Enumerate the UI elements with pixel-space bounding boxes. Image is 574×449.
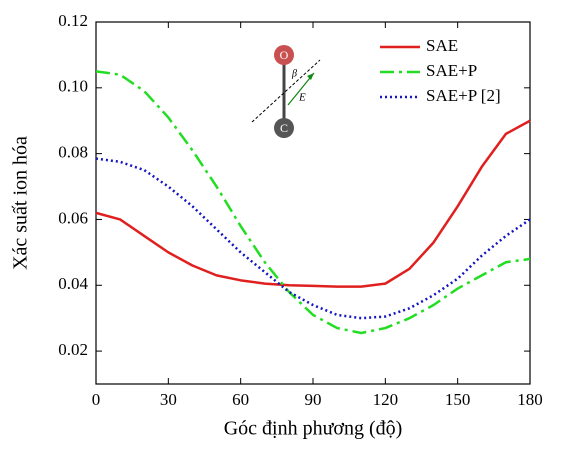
y-tick-label: 0.06: [58, 208, 88, 227]
y-tick-label: 0.04: [58, 274, 88, 293]
series-line: [95, 70, 531, 335]
inset-molecule: O C β E: [251, 45, 321, 138]
x-tick-label: 180: [517, 390, 543, 409]
y-tick-label: 0.12: [58, 11, 88, 30]
x-tick-label: 0: [92, 390, 101, 409]
legend-label: SAE+P [2]: [426, 86, 501, 105]
series-line: [95, 157, 531, 320]
legend-label: SAE: [426, 36, 458, 55]
atom-label: C: [280, 121, 288, 135]
atom-o: [274, 45, 294, 65]
plane-line: [251, 59, 321, 123]
y-axis-label: Xác suất ion hóa: [10, 136, 32, 270]
x-tick-label: 90: [305, 390, 322, 409]
y-tick-label: 0.10: [58, 77, 88, 96]
atom-c: [274, 118, 294, 138]
y-tick-label: 0.08: [58, 143, 88, 162]
angle-label: β: [291, 68, 297, 79]
x-axis-label: Góc định phương (độ): [224, 418, 403, 440]
x-tick-label: 30: [160, 390, 177, 409]
atom-label: O: [280, 48, 289, 62]
x-tick-label: 120: [373, 390, 399, 409]
y-tick-label: 0.02: [58, 340, 88, 359]
field-label: E: [298, 92, 306, 104]
legend-label: SAE+P: [426, 61, 477, 80]
x-tick-label: 60: [232, 390, 249, 409]
x-tick-label: 150: [445, 390, 471, 409]
series-line: [95, 119, 531, 288]
arrowhead: [307, 73, 314, 80]
